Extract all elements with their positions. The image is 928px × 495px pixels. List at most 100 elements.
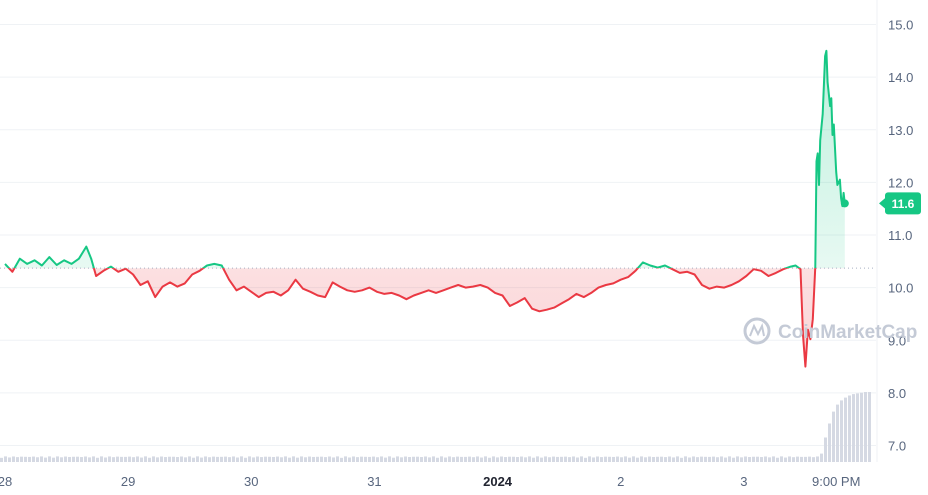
volume-bar bbox=[848, 395, 851, 462]
volume-bar bbox=[444, 457, 447, 462]
volume-bar bbox=[588, 456, 591, 462]
volume-bar bbox=[732, 457, 735, 462]
volume-bar bbox=[624, 456, 627, 462]
volume-bar bbox=[716, 457, 719, 462]
x-tick-label: 2 bbox=[617, 474, 624, 489]
volume-bar bbox=[208, 457, 211, 462]
volume-bar bbox=[212, 456, 215, 462]
volume-bar bbox=[88, 457, 91, 462]
volume-bar bbox=[232, 456, 235, 462]
volume-bar bbox=[192, 457, 195, 462]
volume-bar bbox=[572, 456, 575, 462]
volume-bar bbox=[380, 456, 383, 462]
y-tick-label: 15.0 bbox=[888, 18, 913, 33]
volume-bar bbox=[652, 456, 655, 462]
volume-bar bbox=[520, 456, 523, 462]
price-line-up bbox=[4, 49, 846, 269]
volume-bar bbox=[384, 457, 387, 462]
y-tick-label: 9.0 bbox=[888, 333, 906, 348]
volume-bar bbox=[236, 457, 239, 462]
volume-bar bbox=[84, 456, 87, 462]
volume-bar bbox=[720, 456, 723, 462]
volume-bar bbox=[576, 457, 579, 462]
volume-bar bbox=[292, 456, 295, 462]
volume-bar bbox=[728, 456, 731, 462]
above-reference-area bbox=[5, 50, 845, 269]
below-reference-area bbox=[5, 268, 845, 367]
volume-bar bbox=[112, 457, 115, 462]
coinmarketcap-logo-icon bbox=[743, 317, 771, 345]
y-tick-label: 12.0 bbox=[888, 175, 913, 190]
volume-bar bbox=[200, 457, 203, 462]
volume-bar bbox=[580, 456, 583, 462]
volume-bar bbox=[332, 457, 335, 462]
x-tick-label: 2024 bbox=[483, 474, 513, 489]
volume-bar bbox=[52, 457, 55, 462]
volume-bar bbox=[664, 457, 667, 462]
volume-bar bbox=[348, 457, 351, 462]
volume-bar bbox=[416, 456, 419, 462]
volume-bar bbox=[508, 456, 511, 462]
price-line-down bbox=[7, 268, 817, 368]
volume-bar bbox=[548, 457, 551, 462]
volume-bar bbox=[304, 457, 307, 462]
volume-bar bbox=[420, 457, 423, 462]
price-areas bbox=[5, 50, 845, 367]
volume-bar bbox=[476, 456, 479, 462]
volume-bar bbox=[560, 456, 563, 462]
gridlines bbox=[0, 0, 878, 462]
volume-bar bbox=[264, 456, 267, 462]
volume-bar bbox=[676, 456, 679, 462]
volume-bar bbox=[388, 456, 391, 462]
volume-bar bbox=[524, 457, 527, 462]
volume-bar bbox=[612, 456, 615, 462]
volume-bar bbox=[124, 456, 127, 462]
volume-bar bbox=[820, 453, 823, 462]
volume-bar bbox=[28, 456, 31, 462]
volume-bar bbox=[312, 456, 315, 462]
y-tick-label: 8.0 bbox=[888, 386, 906, 401]
volume-bar bbox=[44, 457, 47, 462]
volume-bar bbox=[796, 456, 799, 462]
volume-bar bbox=[484, 456, 487, 462]
volume-bar bbox=[808, 456, 811, 462]
volume-bar bbox=[400, 457, 403, 462]
volume-bar bbox=[792, 457, 795, 462]
volume-bar bbox=[100, 456, 103, 462]
volume-bar bbox=[852, 394, 855, 462]
volume-bar bbox=[340, 457, 343, 462]
volume-bar bbox=[660, 456, 663, 462]
coinmarketcap-logo-mark bbox=[749, 322, 765, 337]
volume-bar bbox=[196, 456, 199, 462]
y-tick-label: 10.0 bbox=[888, 281, 913, 296]
price-badge-pointer bbox=[879, 197, 886, 210]
volume-bar bbox=[272, 456, 275, 462]
volume-bar bbox=[148, 457, 151, 462]
volume-bar bbox=[72, 456, 75, 462]
volume-bar bbox=[356, 457, 359, 462]
volume-bar bbox=[180, 456, 183, 462]
volume-bar bbox=[160, 456, 163, 462]
volume-bar bbox=[132, 457, 135, 462]
volume-bar bbox=[224, 456, 227, 462]
volume-bar bbox=[144, 456, 147, 462]
volume-bar bbox=[564, 456, 567, 462]
volume-bar bbox=[256, 456, 259, 462]
volume-bar bbox=[68, 456, 71, 462]
volume-bar bbox=[512, 456, 515, 462]
volume-bar bbox=[460, 456, 463, 462]
volume-bar bbox=[176, 457, 179, 462]
volume-bar bbox=[252, 457, 255, 462]
volume-bar bbox=[700, 456, 703, 462]
volume-bar bbox=[92, 456, 95, 462]
current-price-badge: 11.6 bbox=[840, 192, 921, 215]
volume-bar bbox=[480, 457, 483, 462]
volume-bar bbox=[136, 456, 139, 462]
x-axis: 28 29 30 31 2024 2 3 9:00 PM bbox=[0, 474, 860, 489]
volume-bar bbox=[692, 456, 695, 462]
volume-bar bbox=[556, 456, 559, 462]
volume-bar bbox=[372, 456, 375, 462]
volume-bar bbox=[140, 457, 143, 462]
volume-bar bbox=[860, 392, 863, 462]
